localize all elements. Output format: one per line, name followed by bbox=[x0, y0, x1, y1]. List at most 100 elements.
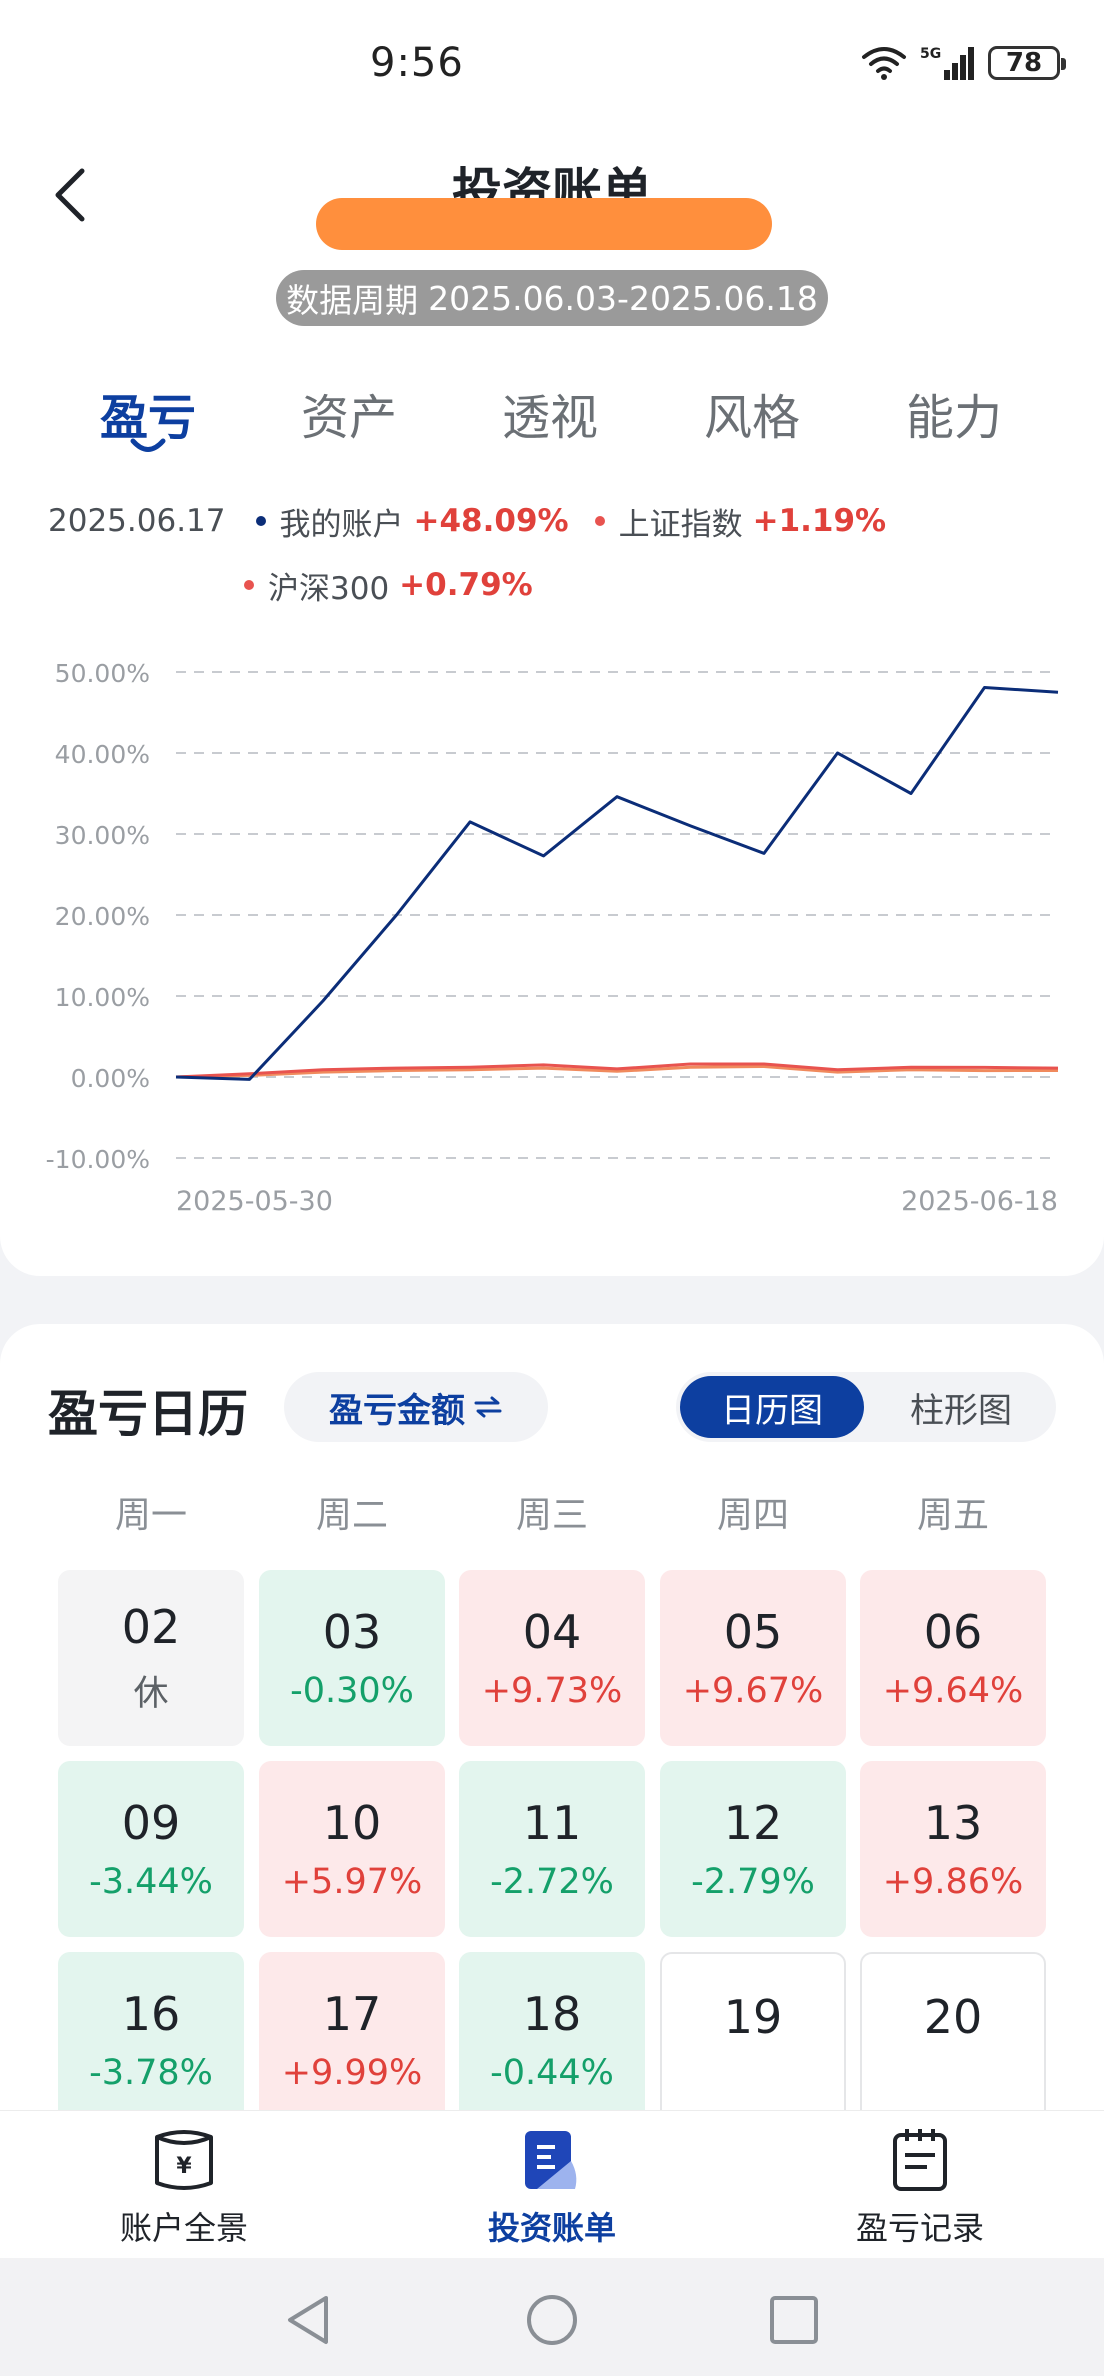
calendar-day-cell[interactable]: 19 bbox=[660, 1952, 846, 2128]
view-switch: 日历图 柱形图 bbox=[676, 1372, 1056, 1442]
day-number: 02 bbox=[121, 1599, 181, 1654]
swap-icon bbox=[474, 1396, 502, 1418]
day-number: 09 bbox=[121, 1796, 181, 1851]
calendar-day-cell[interactable]: 20 bbox=[860, 1952, 1046, 2128]
system-back-icon[interactable] bbox=[282, 2292, 338, 2348]
svg-text:¥: ¥ bbox=[176, 2154, 192, 2179]
system-recents-icon[interactable] bbox=[766, 2292, 822, 2348]
calendar-day-cell[interactable]: 12 -2.79% bbox=[660, 1761, 846, 1937]
legend-dot bbox=[594, 516, 605, 526]
legend-value: +1.19% bbox=[752, 503, 887, 539]
data-period-badge: 数据周期 2025.06.03-2025.06.18 bbox=[276, 270, 828, 326]
tab-insight[interactable]: 透视 bbox=[501, 390, 598, 446]
calendar-day-cell[interactable]: 13 +9.86% bbox=[860, 1761, 1046, 1937]
weekday-header: 周一 周二 周三 周四 周五 bbox=[0, 1486, 1104, 1546]
metric-toggle-button[interactable]: 盈亏金额 bbox=[284, 1372, 548, 1442]
day-number: 19 bbox=[723, 1990, 783, 2044]
series-line-沪深300 bbox=[175, 1065, 1059, 1079]
y-tick-label: 0.00% bbox=[71, 1064, 150, 1093]
day-number: 03 bbox=[322, 1605, 382, 1660]
legend-value: +0.79% bbox=[399, 567, 533, 603]
day-return: +9.73% bbox=[481, 1670, 623, 1711]
nav-pnl-record[interactable]: 盈亏记录 bbox=[800, 2125, 1040, 2249]
calendar-day-cell[interactable]: 18 -0.44% bbox=[459, 1952, 645, 2128]
chevron-left-icon bbox=[55, 168, 85, 222]
calendar-day-cell[interactable]: 17 +9.99% bbox=[259, 1952, 445, 2128]
y-tick-label: 20.00% bbox=[55, 902, 150, 931]
day-return: -2.72% bbox=[490, 1861, 614, 1902]
y-tick-label: 40.00% bbox=[55, 740, 150, 769]
legend-item-my-account: 我的账户 +48.09% bbox=[255, 499, 569, 544]
y-tick-label: 50.00% bbox=[55, 659, 150, 688]
tab-assets[interactable]: 资产 bbox=[300, 390, 397, 446]
day-number: 06 bbox=[923, 1605, 983, 1660]
day-number: 05 bbox=[723, 1605, 783, 1660]
pnl-record-icon bbox=[893, 2129, 947, 2191]
day-return: -0.30% bbox=[290, 1670, 414, 1711]
status-icons: 5G 78 bbox=[860, 44, 1066, 82]
calendar-day-cell[interactable]: 09 -3.44% bbox=[58, 1761, 244, 1937]
bar-view-button[interactable]: 柱形图 bbox=[910, 1390, 1012, 1431]
x-tick-label: 2025-05-30 bbox=[176, 1186, 333, 1217]
redacted-account-name bbox=[316, 198, 772, 250]
battery-indicator: 78 bbox=[988, 46, 1066, 80]
x-tick-label: 2025-06-18 bbox=[901, 1186, 1058, 1217]
legend-name: 沪深300 bbox=[268, 570, 390, 607]
day-number: 11 bbox=[522, 1796, 582, 1851]
legend-dot bbox=[244, 580, 254, 590]
cellular-signal-icon: 5G bbox=[920, 46, 974, 80]
weekday-label: 周一 bbox=[114, 1495, 187, 1536]
day-number: 17 bbox=[322, 1987, 382, 2042]
status-bar: 9:56 5G 78 bbox=[0, 0, 1104, 120]
tab-pnl[interactable]: 盈亏 bbox=[99, 390, 196, 446]
wifi-icon bbox=[862, 47, 906, 80]
network-type-label: 5G bbox=[920, 46, 941, 62]
calendar-title: 盈亏日历 bbox=[48, 1385, 248, 1443]
series-line-我的账户 bbox=[175, 686, 1059, 1081]
day-number: 10 bbox=[322, 1796, 382, 1851]
calendar-day-cell[interactable]: 06 +9.64% bbox=[860, 1570, 1046, 1746]
day-return: -0.44% bbox=[490, 2052, 614, 2093]
day-number: 20 bbox=[923, 1990, 983, 2044]
legend-date: 2025.06.17 bbox=[48, 503, 226, 539]
calendar-day-cell[interactable]: 02 休 bbox=[58, 1570, 244, 1746]
legend-name: 我的账户 bbox=[279, 506, 404, 543]
chart-legend: 2025.06.17 我的账户 +48.09% 上证指数 +1.19% 沪深30… bbox=[48, 496, 1068, 624]
day-return: +9.99% bbox=[281, 2052, 423, 2093]
day-return: +5.97% bbox=[281, 1861, 423, 1902]
summary-card: 投资账单 数据周期 2025.06.03-2025.06.18 盈亏 资产 透视… bbox=[0, 120, 1104, 1276]
y-tick-label: 10.00% bbox=[55, 983, 150, 1012]
calendar-day-cell[interactable]: 05 +9.67% bbox=[660, 1570, 846, 1746]
calendar-day-cell[interactable]: 10 +5.97% bbox=[259, 1761, 445, 1937]
day-return: +9.67% bbox=[682, 1670, 824, 1711]
weekday-label: 周四 bbox=[716, 1495, 789, 1536]
system-home-icon[interactable] bbox=[524, 2292, 580, 2348]
weekday-label: 周三 bbox=[515, 1495, 588, 1536]
legend-item-csi300: 沪深300 +0.79% bbox=[244, 563, 533, 608]
nav-investment-bill[interactable]: 投资账单 bbox=[432, 2125, 672, 2249]
nav-account-overview[interactable]: ¥ 账户全景 bbox=[64, 2125, 304, 2249]
tab-style[interactable]: 风格 bbox=[703, 390, 800, 446]
system-navigation-bar bbox=[0, 2258, 1104, 2376]
bottom-navigation: ¥ 账户全景 投资账单 盈亏记录 bbox=[0, 2110, 1104, 2258]
calendar-day-cell[interactable]: 04 +9.73% bbox=[459, 1570, 645, 1746]
day-return: -3.78% bbox=[89, 2052, 213, 2093]
day-number: 04 bbox=[522, 1605, 582, 1660]
status-time: 9:56 bbox=[370, 40, 464, 86]
back-button[interactable] bbox=[40, 158, 100, 232]
day-return: 休 bbox=[133, 1674, 169, 1715]
metric-label: 盈亏金额 bbox=[329, 1390, 465, 1431]
calendar-day-cell[interactable]: 16 -3.78% bbox=[58, 1952, 244, 2128]
day-number: 18 bbox=[522, 1987, 582, 2042]
nav-label: 盈亏记录 bbox=[855, 2209, 984, 2247]
calendar-day-cell[interactable]: 11 -2.72% bbox=[459, 1761, 645, 1937]
day-return: -2.79% bbox=[691, 1861, 815, 1902]
calendar-day-cell[interactable]: 03 -0.30% bbox=[259, 1570, 445, 1746]
tab-ability[interactable]: 能力 bbox=[905, 390, 1002, 446]
calendar-view-button[interactable]: 日历图 bbox=[680, 1376, 864, 1438]
day-number: 12 bbox=[723, 1796, 783, 1851]
analysis-tabs: 盈亏 资产 透视 风格 能力 bbox=[0, 378, 1104, 478]
day-return: +9.86% bbox=[882, 1861, 1024, 1902]
period-value: 2025.06.03-2025.06.18 bbox=[428, 278, 818, 318]
legend-dot bbox=[255, 516, 266, 526]
